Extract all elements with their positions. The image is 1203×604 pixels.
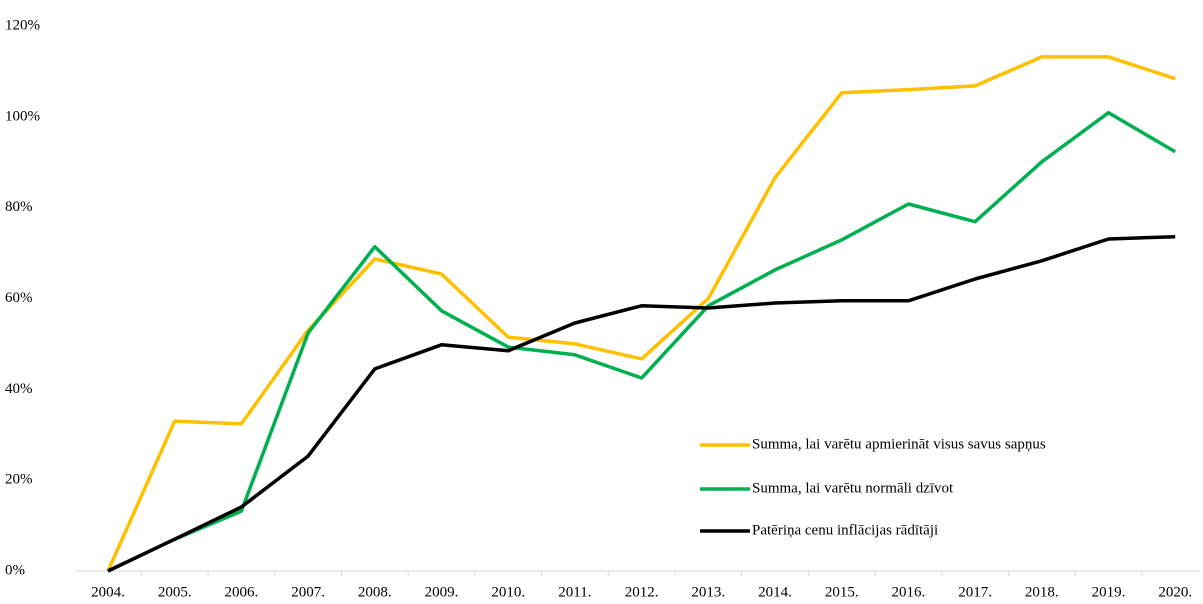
x-tick-label: 2015. [825, 584, 859, 600]
series-line [107, 234, 1176, 573]
y-tick-label: 60% [5, 290, 33, 306]
x-tick-label: 2012. [625, 584, 659, 600]
x-tick-label: 2019. [1092, 584, 1126, 600]
x-tick-label: 2020. [1158, 584, 1192, 600]
legend-label: Summa, lai varētu normāli dzīvot [752, 480, 954, 496]
legend-label: Summa, lai varētu apmierināt visus savus… [752, 436, 1046, 452]
x-tick-label: 2017. [958, 584, 992, 600]
series-line [107, 110, 1177, 573]
x-tick-label: 2004. [91, 584, 125, 600]
x-tick-label: 2011. [558, 584, 591, 600]
x-tick-label: 2007. [291, 584, 325, 600]
x-tick-label: 2005. [158, 584, 192, 600]
y-tick-label: 20% [5, 472, 33, 488]
x-tick-label: 2008. [358, 584, 392, 600]
y-tick-label: 0% [5, 562, 25, 578]
series-line [106, 55, 1176, 572]
y-tick-label: 120% [5, 17, 40, 33]
y-tick-label: 40% [5, 381, 33, 397]
legend-label: Patēriņa cenu inflācijas rādītāji [752, 522, 938, 538]
x-tick-label: 2010. [491, 584, 525, 600]
x-tick-label: 2009. [425, 584, 459, 600]
x-tick-label: 2013. [691, 584, 725, 600]
x-tick-label: 2006. [225, 584, 259, 600]
y-tick-label: 80% [5, 199, 33, 215]
x-tick-label: 2018. [1025, 584, 1059, 600]
y-tick-label: 100% [5, 108, 40, 124]
x-tick-label: 2016. [892, 584, 926, 600]
x-tick-label: 2014. [758, 584, 792, 600]
